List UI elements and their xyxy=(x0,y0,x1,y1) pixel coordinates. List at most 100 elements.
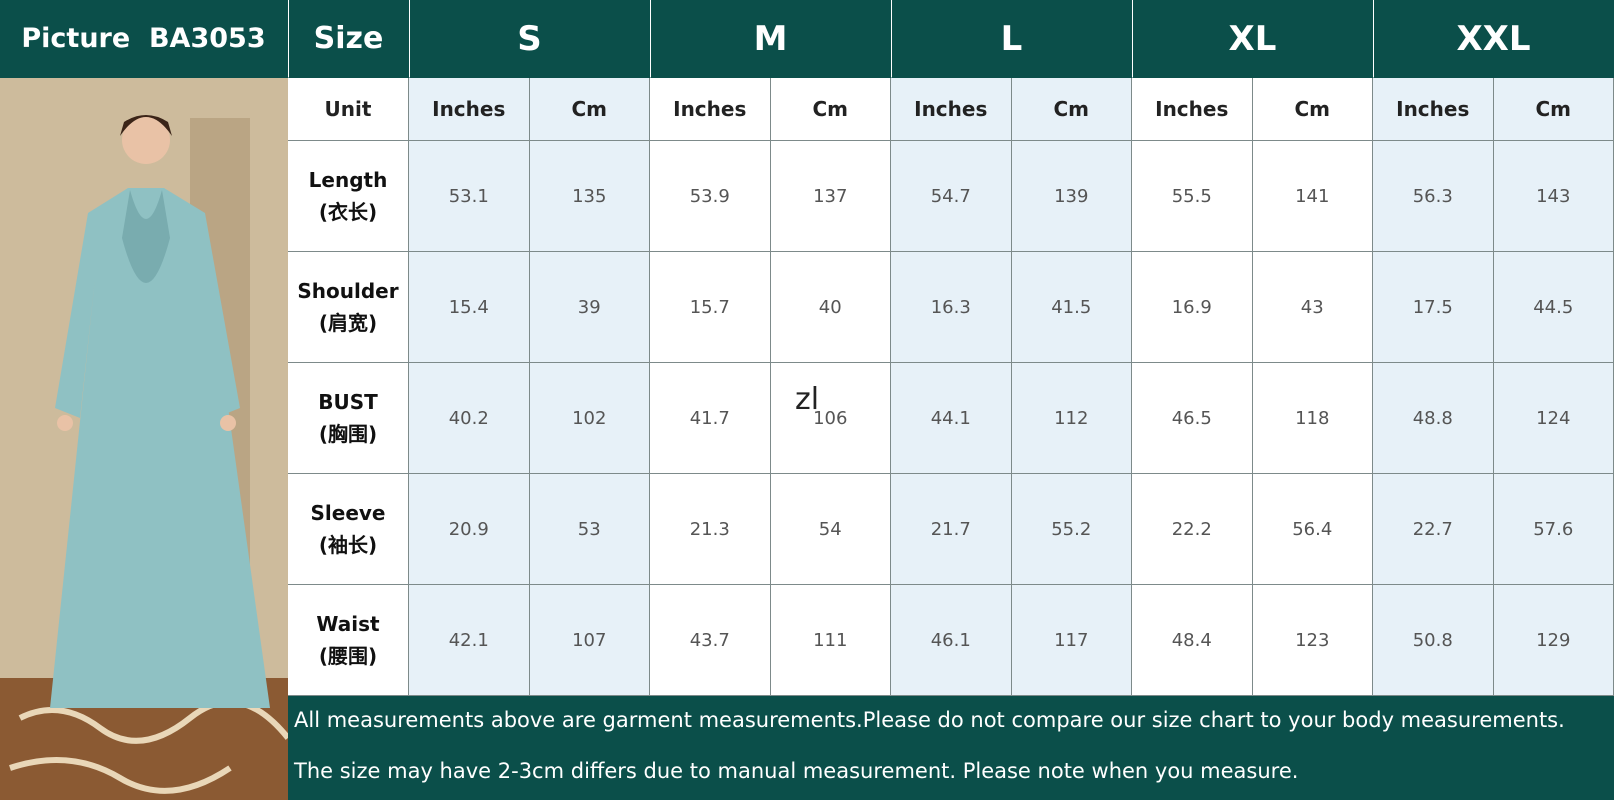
value: 55.5 xyxy=(1171,185,1212,207)
value-cell: 111 xyxy=(770,585,891,696)
value: 139 xyxy=(1054,185,1089,207)
value: 17.5 xyxy=(1412,296,1453,318)
row-label-cell: BUST (胸围) xyxy=(288,363,409,474)
value-cell: 20.9 xyxy=(409,474,530,585)
size-name: S xyxy=(517,18,542,59)
value: 55.2 xyxy=(1051,518,1092,540)
value: 118 xyxy=(1295,407,1330,429)
value-cell: 55.2 xyxy=(1011,474,1132,585)
value: 137 xyxy=(813,185,848,207)
size-name: XL xyxy=(1228,18,1277,59)
value: 41.7 xyxy=(689,407,730,429)
unit-cell: Cm xyxy=(529,78,650,141)
row-label-cell: Shoulder (肩宽) xyxy=(288,252,409,363)
value: 124 xyxy=(1536,407,1571,429)
value: 143 xyxy=(1536,185,1571,207)
watermark: zl xyxy=(795,382,820,417)
row-name-cn: (衣长) xyxy=(318,200,378,224)
unit-cell: Cm xyxy=(1011,78,1132,141)
size-name: XXL xyxy=(1456,18,1531,59)
value: 53.1 xyxy=(448,185,489,207)
size-name: M xyxy=(753,18,788,59)
value: 50.8 xyxy=(1412,629,1453,651)
value-cell: 135 xyxy=(529,141,650,252)
value: 15.7 xyxy=(689,296,730,318)
value: 56.3 xyxy=(1412,185,1453,207)
value: 123 xyxy=(1295,629,1330,651)
unit-name: Inches xyxy=(673,97,747,121)
value-cell: 53 xyxy=(529,474,650,585)
value-cell: 117 xyxy=(1011,585,1132,696)
unit-name: Cm xyxy=(1535,97,1572,121)
value-cell: 40.2 xyxy=(409,363,530,474)
value: 44.5 xyxy=(1533,296,1574,318)
row-label-cell: Sleeve (袖长) xyxy=(288,474,409,585)
value: 46.1 xyxy=(930,629,971,651)
value-cell: 15.7 xyxy=(650,252,771,363)
row-name-cn: (胸围) xyxy=(318,422,378,446)
row-name-cn: (腰围) xyxy=(318,644,378,668)
value: 48.8 xyxy=(1412,407,1453,429)
value: 106 xyxy=(813,407,848,429)
value-cell: 139 xyxy=(1011,141,1132,252)
unit-cell: Cm xyxy=(1252,78,1373,141)
row-label-cell: Length (衣长) xyxy=(288,141,409,252)
unit-cell: Inches xyxy=(1373,78,1494,141)
value: 46.5 xyxy=(1171,407,1212,429)
unit-name: Inches xyxy=(432,97,506,121)
value: 112 xyxy=(1054,407,1089,429)
value-cell: 50.8 xyxy=(1373,585,1494,696)
value: 117 xyxy=(1054,629,1089,651)
value: 54 xyxy=(818,518,842,540)
value: 42.1 xyxy=(448,629,489,651)
value: 40.2 xyxy=(448,407,489,429)
value-cell: 123 xyxy=(1252,585,1373,696)
size-name-cell: XL xyxy=(1132,0,1373,78)
value-cell: 102 xyxy=(529,363,650,474)
unit-name: Inches xyxy=(1155,97,1229,121)
value-cell: 106 xyxy=(770,363,891,474)
value: 44.1 xyxy=(930,407,971,429)
value: 22.2 xyxy=(1171,518,1212,540)
value-cell: 41.7 xyxy=(650,363,771,474)
unit-name: Cm xyxy=(1294,97,1331,121)
value-cell: 40 xyxy=(770,252,891,363)
unit-cell: Inches xyxy=(891,78,1012,141)
value-cell: 53.1 xyxy=(409,141,530,252)
value: 21.7 xyxy=(930,518,971,540)
value-cell: 107 xyxy=(529,585,650,696)
row-name-cn: (袖长) xyxy=(318,533,378,557)
value-cell: 22.2 xyxy=(1132,474,1253,585)
value: 141 xyxy=(1295,185,1330,207)
unit-cell: Inches xyxy=(1132,78,1253,141)
value: 53 xyxy=(577,518,601,540)
size-label: Size xyxy=(313,21,384,56)
value-cell: 57.6 xyxy=(1493,474,1614,585)
value: 22.7 xyxy=(1412,518,1453,540)
value: 56.4 xyxy=(1292,518,1333,540)
value: 39 xyxy=(577,296,601,318)
value: 48.4 xyxy=(1171,629,1212,651)
row-name: Length xyxy=(308,168,388,192)
unit-cell: Inches xyxy=(409,78,530,141)
value-cell: 141 xyxy=(1252,141,1373,252)
value-cell: 42.1 xyxy=(409,585,530,696)
value: 43 xyxy=(1300,296,1324,318)
unit-name: Inches xyxy=(1396,97,1470,121)
unit-name: Cm xyxy=(571,97,608,121)
value-cell: 44.5 xyxy=(1493,252,1614,363)
value-cell: 21.3 xyxy=(650,474,771,585)
unit-name: Cm xyxy=(812,97,849,121)
row-name: Shoulder xyxy=(297,279,399,303)
note: All measurements above are garment measu… xyxy=(294,708,1565,732)
value-cell: 17.5 xyxy=(1373,252,1494,363)
value-cell: 124 xyxy=(1493,363,1614,474)
value: 102 xyxy=(572,407,607,429)
value-cell: 55.5 xyxy=(1132,141,1253,252)
value-cell: 43 xyxy=(1252,252,1373,363)
size-name-cell: S xyxy=(409,0,650,78)
unit-cell: Inches xyxy=(650,78,771,141)
value-cell: 56.3 xyxy=(1373,141,1494,252)
value: 57.6 xyxy=(1533,518,1574,540)
